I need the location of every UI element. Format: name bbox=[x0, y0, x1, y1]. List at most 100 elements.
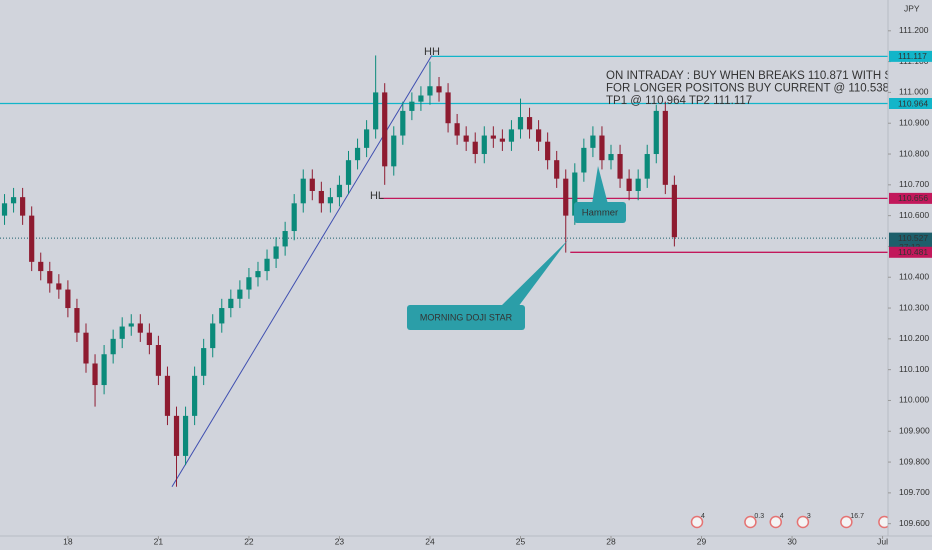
event-marker bbox=[690, 515, 704, 529]
x-tick-label: 18 bbox=[63, 536, 73, 546]
candle-body bbox=[29, 215, 35, 262]
candle-body bbox=[427, 86, 433, 96]
candle-body bbox=[463, 135, 469, 142]
y-tick-label: 110.900 bbox=[899, 117, 929, 127]
x-tick-label: 28 bbox=[606, 536, 616, 546]
x-tick-label: 24 bbox=[425, 536, 435, 546]
candle-body bbox=[526, 117, 533, 130]
candle-body bbox=[1, 203, 8, 216]
price-label: 110.481 bbox=[898, 247, 928, 257]
candle-body bbox=[671, 184, 677, 238]
hh-label: HH bbox=[424, 46, 440, 58]
candle-body bbox=[481, 135, 487, 155]
price-label: 110.656 bbox=[898, 193, 928, 203]
y-tick-label: 111.200 bbox=[899, 25, 929, 35]
candle-body bbox=[327, 197, 333, 204]
candle-body bbox=[155, 345, 162, 376]
candle-body bbox=[454, 123, 460, 136]
candle-body bbox=[74, 308, 80, 333]
trendline bbox=[171, 55, 433, 487]
candle-body bbox=[626, 178, 632, 191]
candle-body bbox=[119, 326, 125, 339]
y-tick-label: 110.700 bbox=[899, 179, 929, 189]
candle-body bbox=[499, 138, 505, 142]
candle-body bbox=[653, 110, 659, 155]
price-label-bg bbox=[889, 246, 932, 258]
candle-body bbox=[535, 129, 542, 142]
price-label: 111.117 bbox=[898, 51, 927, 61]
candle-body bbox=[409, 101, 415, 111]
candle-body bbox=[590, 135, 596, 148]
x-tick-label: 30 bbox=[787, 536, 797, 546]
candle-body bbox=[182, 415, 189, 456]
candle-body bbox=[65, 289, 71, 309]
price-label-bg bbox=[889, 98, 932, 110]
y-tick-label: 109.700 bbox=[899, 487, 930, 497]
y-tick-label: 109.800 bbox=[899, 456, 930, 466]
candle-body bbox=[436, 86, 442, 93]
y-tick-label: 109.900 bbox=[899, 426, 930, 436]
candle-body bbox=[228, 298, 234, 309]
y-tick-label: 109.600 bbox=[899, 518, 930, 528]
candle-body bbox=[255, 271, 261, 278]
candle-body bbox=[373, 92, 379, 130]
x-tick-label: 29 bbox=[697, 536, 707, 546]
candle-body bbox=[164, 375, 171, 416]
plot-area: HH HL ON INTRADAY : BUY WHEN BREAKS 110.87… bbox=[0, 46, 922, 529]
note-line: FOR LONGER POSITONS BUY CURRENT @ 110.53… bbox=[606, 83, 922, 95]
candle-body bbox=[508, 129, 515, 142]
currency-label: JPY bbox=[904, 3, 920, 13]
x-tick-label: 22 bbox=[244, 536, 254, 546]
candle-body bbox=[101, 354, 107, 386]
candle-body bbox=[581, 147, 587, 173]
price-label: 110.964 bbox=[898, 98, 928, 108]
y-tick-label: 110.600 bbox=[899, 210, 929, 220]
candle-body bbox=[309, 178, 315, 191]
candle-body bbox=[137, 323, 143, 333]
candle-body bbox=[336, 184, 343, 198]
candle-body bbox=[128, 323, 134, 327]
event-label: 0.3 bbox=[754, 513, 764, 520]
y-tick-label: 110.800 bbox=[899, 148, 929, 158]
y-tick-label: 110.000 bbox=[899, 395, 929, 405]
candle-body bbox=[192, 375, 198, 416]
candle-body bbox=[273, 246, 279, 259]
candle-body bbox=[354, 147, 361, 161]
candle-body bbox=[617, 154, 623, 179]
y-tick-label: 110.100 bbox=[899, 364, 929, 374]
event-marker bbox=[840, 515, 853, 529]
hammer-pointer bbox=[592, 166, 608, 204]
hammer-label: Hammer bbox=[582, 208, 618, 219]
candle-body bbox=[264, 258, 270, 272]
doji-box bbox=[407, 305, 525, 330]
price-label-bg bbox=[889, 50, 932, 62]
price-label: 110.527 bbox=[898, 233, 928, 243]
candle-body bbox=[517, 117, 524, 130]
candle-body bbox=[644, 154, 650, 179]
candle-body bbox=[282, 231, 288, 247]
candle-body bbox=[237, 289, 243, 299]
price-label-bg bbox=[889, 192, 932, 204]
candle-body bbox=[572, 172, 578, 216]
candle-body bbox=[418, 95, 424, 102]
x-tick-label: 21 bbox=[154, 536, 164, 546]
candle-body bbox=[56, 283, 62, 290]
event-label: 3 bbox=[807, 513, 811, 520]
candle-body bbox=[201, 348, 207, 376]
event-label: 4 bbox=[701, 513, 705, 520]
candle-body bbox=[318, 190, 324, 204]
candle-body bbox=[662, 110, 668, 185]
candle-body bbox=[364, 129, 370, 148]
candle-body bbox=[490, 135, 496, 139]
candle-body bbox=[38, 261, 44, 272]
event-label: 16.7 bbox=[850, 513, 864, 520]
candle-body bbox=[146, 332, 152, 346]
candle-body bbox=[382, 92, 388, 167]
candle-body bbox=[635, 178, 641, 191]
event-marker bbox=[878, 515, 888, 529]
note-line: ON INTRADAY : BUY WHEN BREAKS 110.871 WI… bbox=[606, 70, 908, 82]
candle-body bbox=[545, 141, 551, 161]
